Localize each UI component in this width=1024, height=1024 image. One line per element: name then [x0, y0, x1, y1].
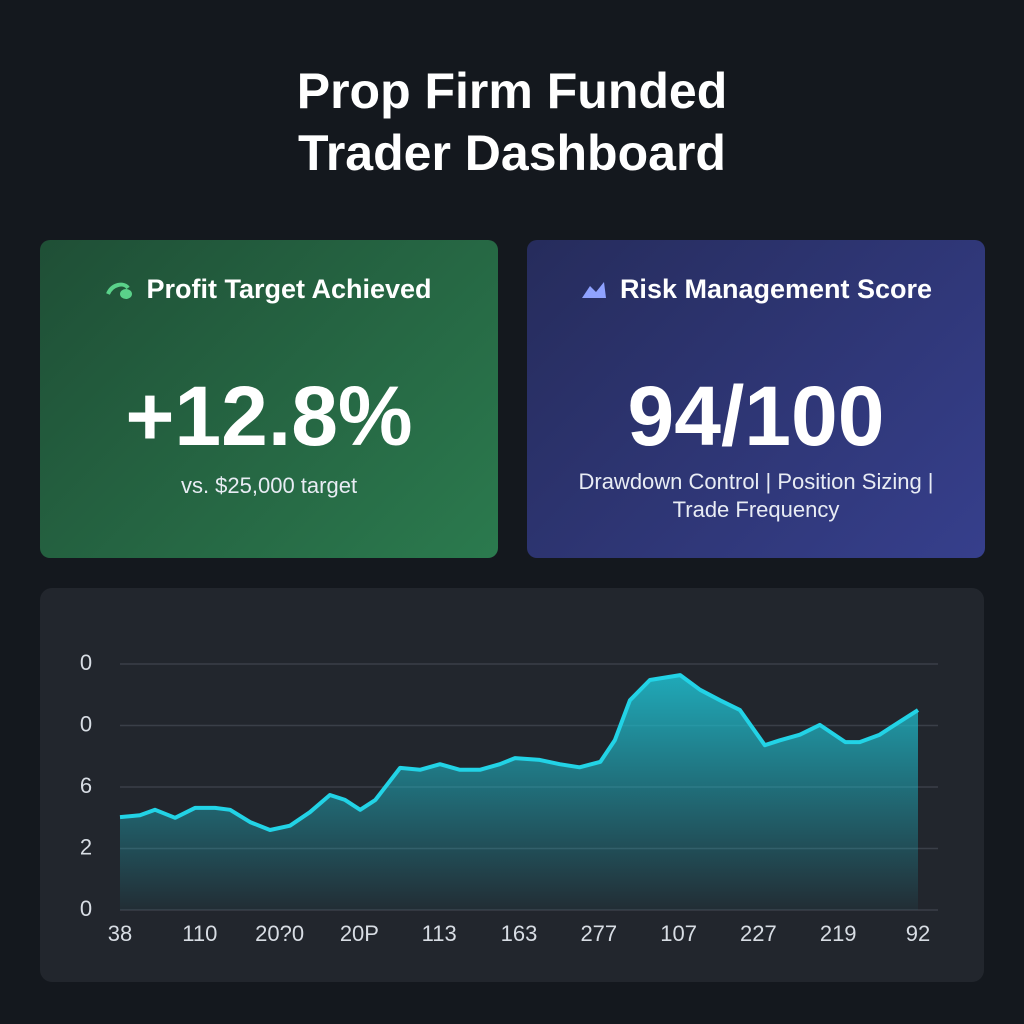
- x-tick-label: 92: [906, 921, 930, 946]
- x-tick-label: 20P: [340, 921, 379, 946]
- x-tick-label: 163: [501, 921, 538, 946]
- y-tick-label: 0: [80, 896, 92, 921]
- line: [119, 673, 920, 832]
- card-value: 94/100: [627, 369, 885, 463]
- profit-card: Profit Target Achieved +12.8% vs. $25,00…: [40, 240, 498, 558]
- icon: [106, 282, 133, 299]
- card-title: Risk Management Score: [619, 274, 933, 304]
- card-subtitle: Drawdown Control | Position Sizing | Tra…: [578, 469, 934, 522]
- x-tick-label: 107: [660, 921, 697, 946]
- page-title: Prop Firm Funded Trader Dashboard: [296, 63, 728, 181]
- x-tick-label: 227: [740, 921, 777, 946]
- y-tick-label: 6: [80, 773, 92, 798]
- x-tick-label: 110: [182, 921, 217, 946]
- y-tick-label: 0: [80, 711, 92, 736]
- card-title: Profit Target Achieved: [146, 274, 432, 304]
- x-tick-label: 219: [820, 921, 857, 946]
- area: [120, 675, 918, 910]
- x-tick-label: 277: [580, 921, 617, 946]
- card-value: +12.8%: [125, 369, 413, 463]
- icon: [581, 282, 606, 298]
- y-tick-label: 2: [80, 834, 92, 859]
- x-tick-label: 38: [108, 921, 132, 946]
- x-tick-label: 113: [422, 921, 457, 946]
- card-subtitle: vs. $25,000 target: [180, 473, 358, 498]
- x-tick-label: 20?0: [255, 921, 304, 946]
- risk-card: Risk Management Score 94/100 Drawdown Co…: [527, 240, 985, 558]
- y-tick-label: 0: [80, 650, 92, 675]
